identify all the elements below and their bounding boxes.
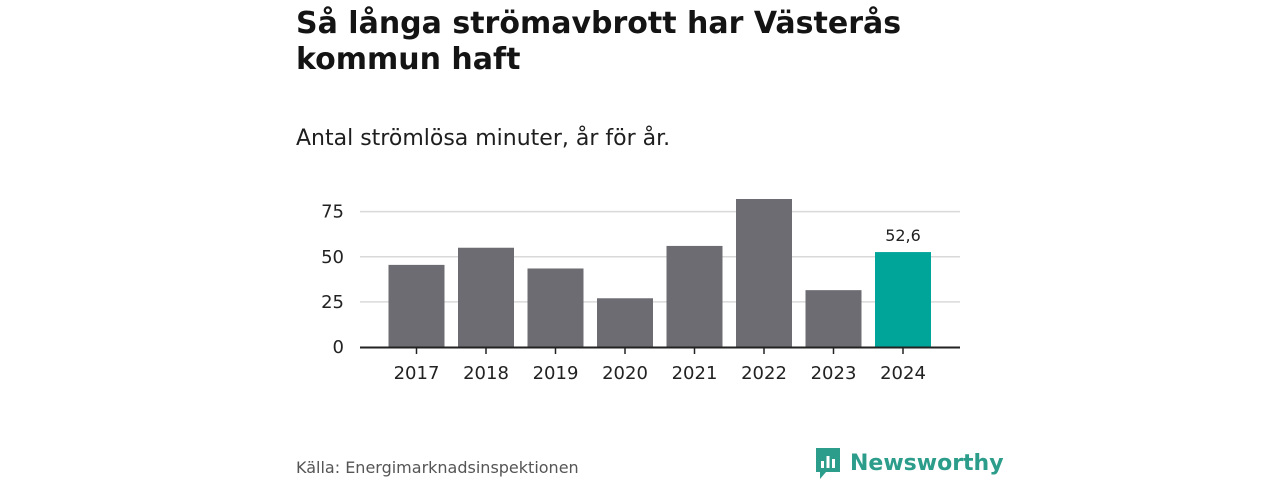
x-tick-label: 2021 xyxy=(672,363,718,384)
source-note: Källa: Energimarknadsinspektionen xyxy=(296,458,579,477)
y-tick-label: 0 xyxy=(333,337,344,358)
x-tick-label: 2024 xyxy=(880,363,926,384)
y-tick-label: 25 xyxy=(321,292,344,313)
brand-logo: Newsworthy xyxy=(814,446,1004,480)
bar-2022 xyxy=(736,199,792,347)
bar-chart: 0 25 50 75 2017 2018 2019 2020 2021 2022 2023 2024… xyxy=(321,199,960,384)
x-axis-ticks: 2017 2018 2019 2020 2021 2022 2023 2024 xyxy=(394,347,926,384)
bar-2021 xyxy=(666,245,723,347)
x-tick-label: 2022 xyxy=(741,363,787,384)
data-label: 52,6 xyxy=(885,226,921,245)
bar-2020 xyxy=(597,298,653,347)
gridlines xyxy=(360,210,960,303)
bars xyxy=(388,199,931,347)
x-tick-label: 2020 xyxy=(602,363,648,384)
newsworthy-logo-icon xyxy=(816,448,840,479)
chart-title: Så långa strömavbrott har Västerås kommu… xyxy=(296,6,902,77)
bar-2017 xyxy=(388,264,445,347)
x-tick-label: 2017 xyxy=(394,363,440,384)
bar-2018 xyxy=(458,247,514,347)
bar-2019 xyxy=(527,268,584,347)
y-axis-ticks: 0 25 50 75 xyxy=(321,202,344,358)
x-tick-label: 2023 xyxy=(811,363,857,384)
y-tick-label: 75 xyxy=(321,202,344,223)
bar-2024 xyxy=(875,252,931,347)
chart-subtitle: Antal strömlösa minuter, år för år. xyxy=(296,126,671,151)
y-tick-label: 50 xyxy=(321,247,344,268)
bar-2023 xyxy=(805,290,862,347)
x-tick-label: 2018 xyxy=(463,363,509,384)
x-tick-label: 2019 xyxy=(533,363,579,384)
brand-name: Newsworthy xyxy=(850,450,1004,476)
data-labels: 52,6 xyxy=(885,226,921,245)
